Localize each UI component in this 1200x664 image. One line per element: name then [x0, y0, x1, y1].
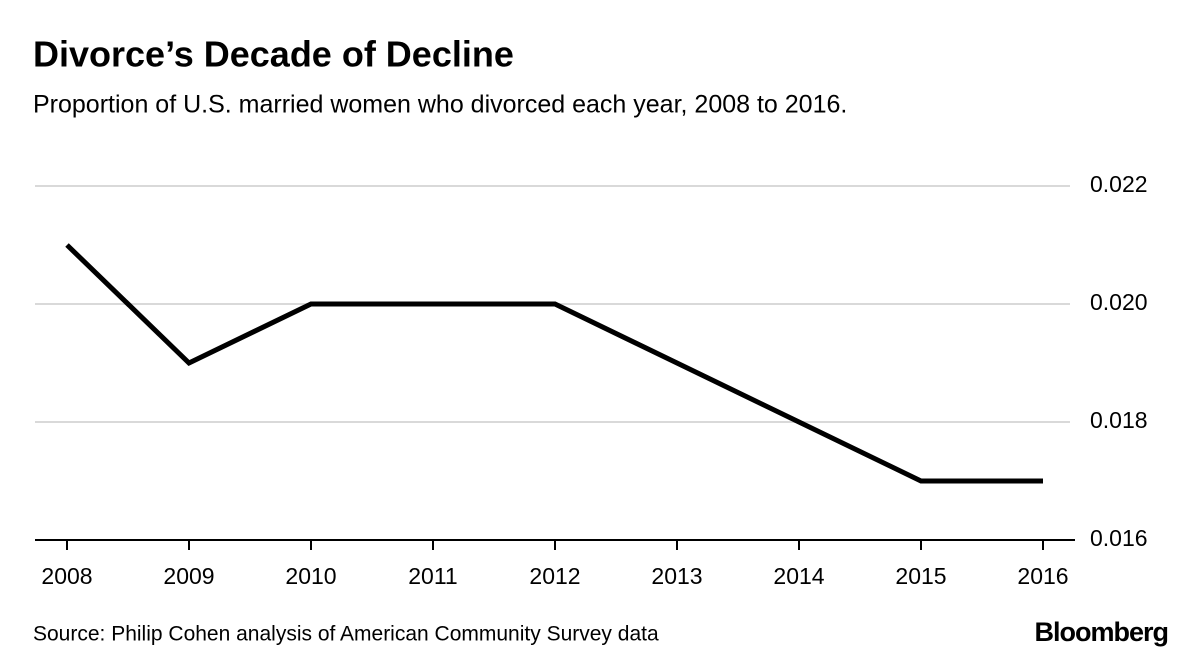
chart-subtitle: Proportion of U.S. married women who div…	[33, 91, 847, 119]
x-tick-label: 2012	[529, 563, 580, 589]
source-note: Source: Philip Cohen analysis of America…	[33, 623, 659, 646]
brand-logo: Bloomberg	[1034, 617, 1168, 647]
y-tick-label: 0.018	[1090, 407, 1148, 433]
y-tick-label: 0.020	[1090, 289, 1148, 315]
x-tick-label: 2014	[773, 563, 824, 589]
x-tick-label: 2008	[41, 563, 92, 589]
x-tick-label: 2010	[285, 563, 336, 589]
y-tick-label: 0.022	[1090, 171, 1148, 197]
x-tick-label: 2013	[651, 563, 702, 589]
x-tick-label: 2016	[1017, 563, 1068, 589]
x-tick-label: 2015	[895, 563, 946, 589]
data-line	[65, 243, 1043, 484]
x-tick-label: 2009	[163, 563, 214, 589]
y-tick-label: 0.016	[1090, 525, 1148, 551]
x-tick-label: 2011	[408, 563, 457, 589]
chart-title: Divorce’s Decade of Decline	[33, 34, 514, 75]
